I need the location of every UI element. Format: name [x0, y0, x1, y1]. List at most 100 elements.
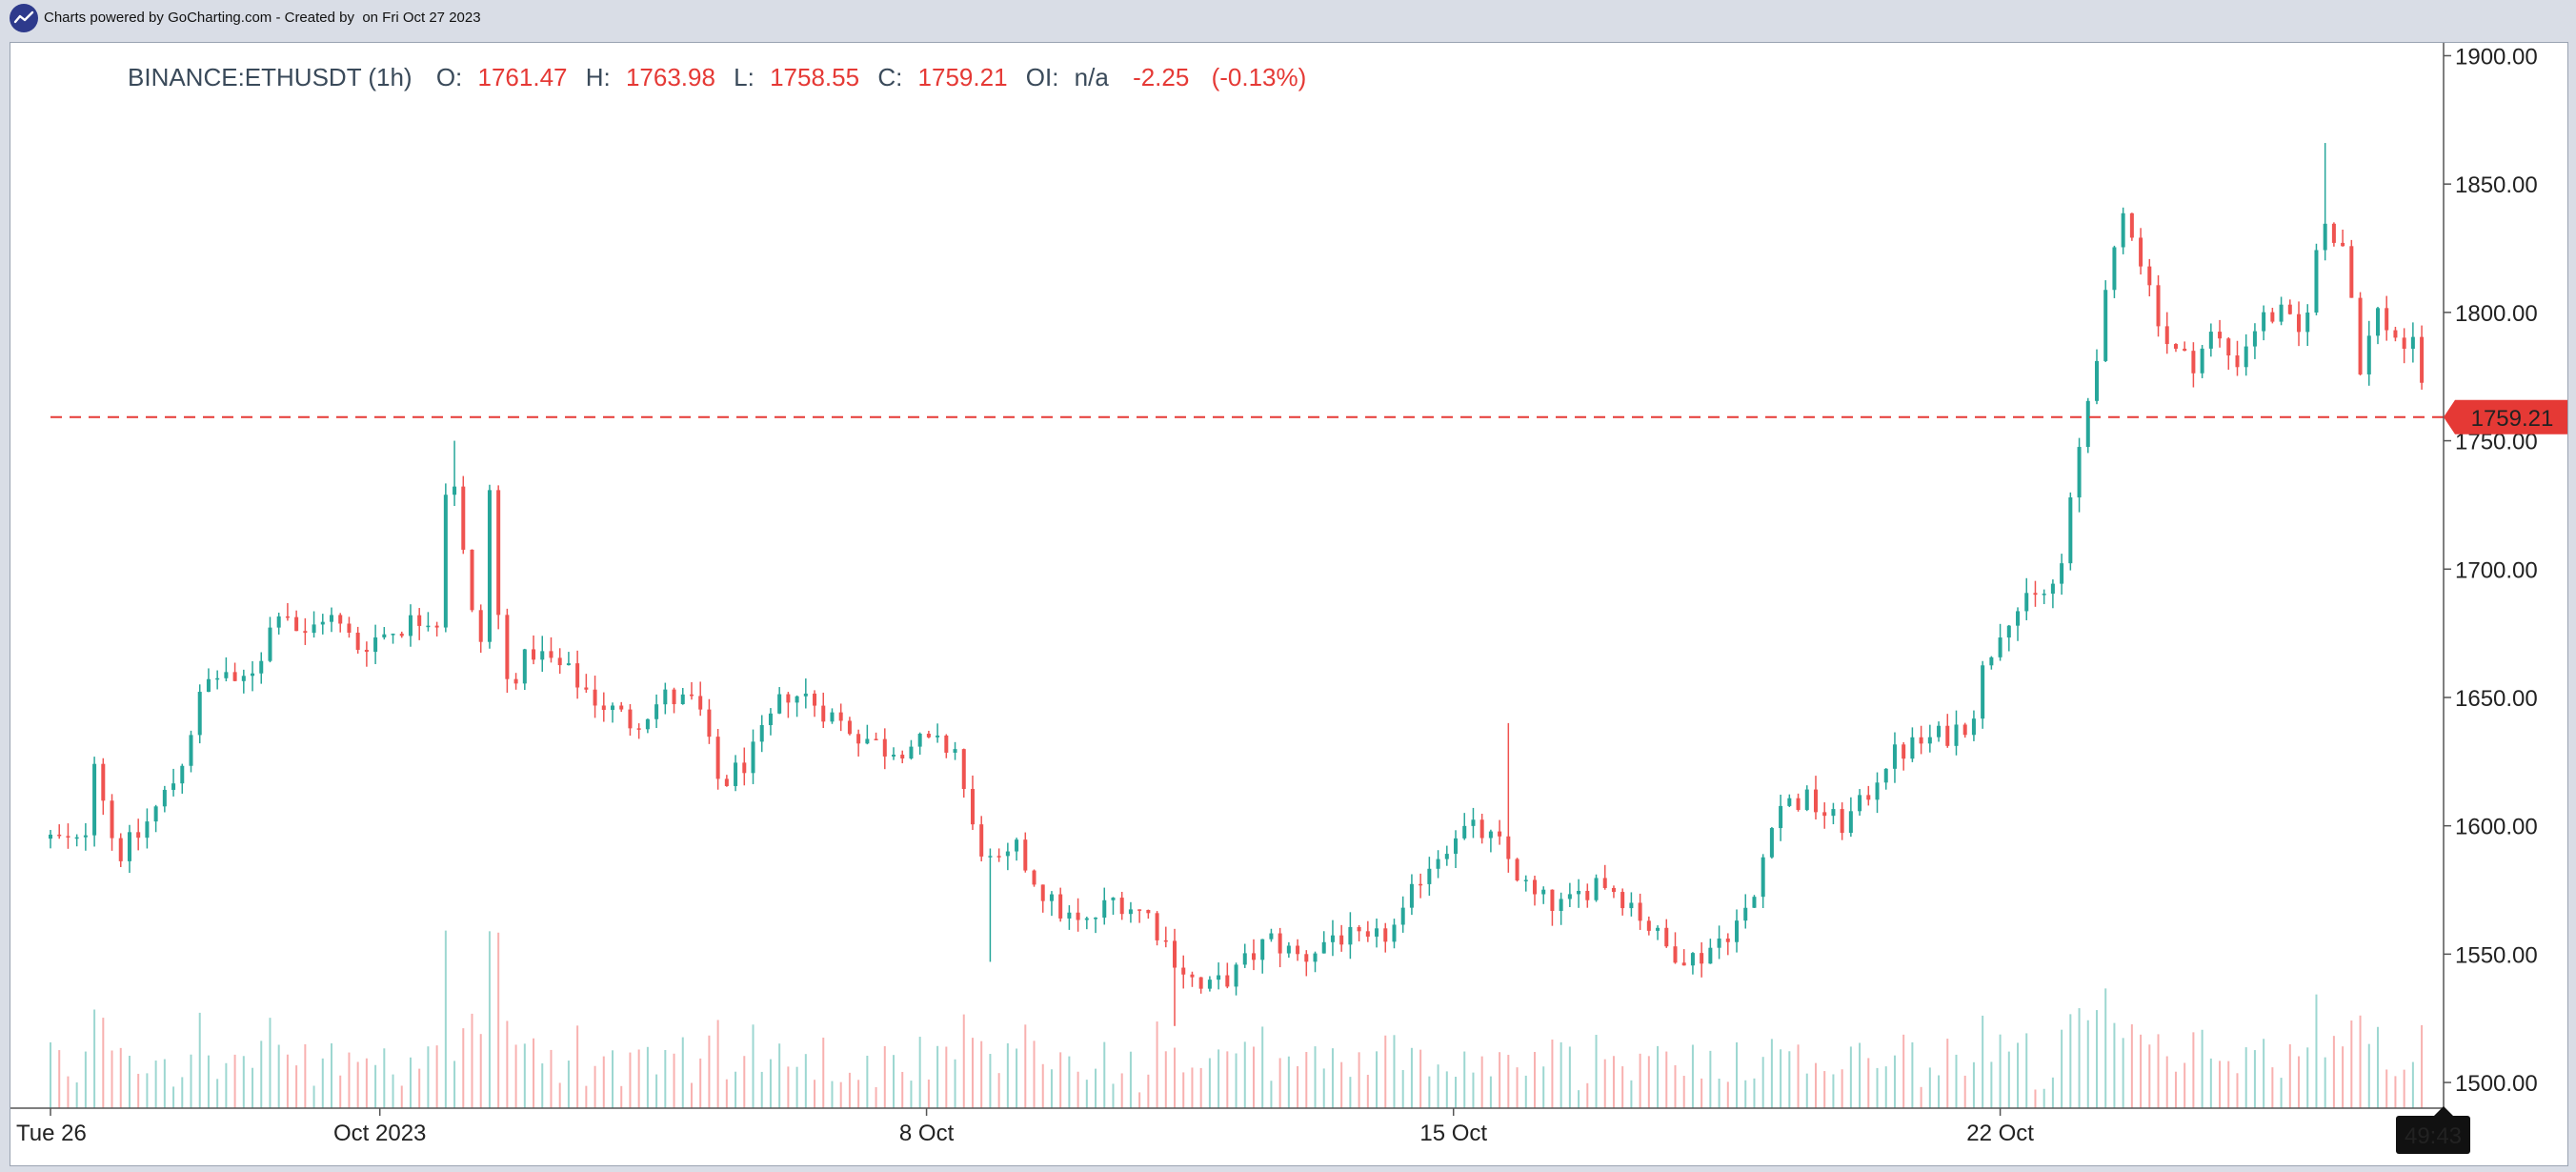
- volume-bar: [2403, 1069, 2405, 1108]
- volume-bar: [1455, 1077, 1458, 1108]
- candle-body: [92, 763, 97, 836]
- candle-body: [1620, 892, 1625, 909]
- candle-body: [470, 549, 474, 611]
- volume-bar: [1674, 1064, 1677, 1108]
- volume-bar: [1955, 1054, 1958, 1108]
- volume-bar: [1138, 1092, 1141, 1108]
- volume-bar: [1085, 1080, 1088, 1108]
- volume-bar: [225, 1062, 228, 1108]
- volume-bar: [1252, 1046, 1255, 1108]
- countdown-arrow: [2434, 1106, 2453, 1116]
- candle-body: [557, 657, 562, 666]
- candle-body: [786, 694, 791, 703]
- candle-body: [1752, 897, 1757, 908]
- volume-bar: [1226, 1051, 1229, 1108]
- candle-body: [294, 616, 299, 632]
- volume-bar: [1516, 1067, 1519, 1108]
- candle-body: [2033, 593, 2038, 596]
- price-axis[interactable]: 1500.001550.001600.001650.001700.001750.…: [2444, 44, 2538, 1097]
- volume-bar: [2385, 1069, 2388, 1108]
- candle-body: [2094, 360, 2099, 401]
- candle-body: [663, 689, 668, 705]
- candle-body: [1181, 967, 1186, 975]
- volume-bar: [585, 1085, 588, 1108]
- candle-body: [2218, 332, 2223, 339]
- candle-body: [2420, 336, 2425, 383]
- candle-body: [1629, 902, 1634, 909]
- volume-bar: [735, 1071, 737, 1108]
- volume-bar: [2122, 1038, 2124, 1108]
- candle-body: [1400, 907, 1405, 925]
- volume-bar: [2411, 1061, 2414, 1108]
- candle-body: [2385, 308, 2389, 331]
- volume-bar: [637, 1049, 640, 1108]
- volume-bar: [339, 1075, 342, 1108]
- volume-bar: [506, 1020, 509, 1108]
- candle-body: [1506, 836, 1511, 859]
- candle-body: [487, 490, 492, 642]
- candle-body: [101, 763, 106, 801]
- volume-bar: [1630, 1080, 1633, 1108]
- candle-body: [1242, 953, 1247, 965]
- volume-bar: [58, 1050, 61, 1108]
- volume-bar: [1972, 1061, 1975, 1108]
- volume-bar: [1384, 1035, 1387, 1108]
- candle-body: [1646, 920, 1651, 931]
- candle-body: [2410, 336, 2415, 349]
- volume-bar: [1366, 1074, 1369, 1108]
- volume-bar: [1893, 1055, 1896, 1108]
- volume-bar: [936, 1045, 939, 1108]
- price-tick-label: 1850.00: [2455, 172, 2538, 198]
- candle-body: [118, 838, 123, 861]
- candle-body: [1225, 975, 1230, 987]
- candle-body: [2147, 266, 2152, 286]
- volume-bar: [2148, 1044, 2151, 1108]
- candle-body: [1119, 898, 1124, 915]
- volume-bar: [831, 1081, 834, 1108]
- volume-bar: [1621, 1066, 1624, 1108]
- volume-bar: [1884, 1066, 1887, 1108]
- volume-bar: [1199, 1067, 1202, 1108]
- volume-bar: [2051, 1077, 2054, 1108]
- candle-body: [1471, 819, 1476, 826]
- candle-body: [593, 689, 597, 706]
- candle-body: [1419, 883, 1423, 886]
- volume-bar: [1568, 1046, 1571, 1108]
- volume-bar: [576, 1025, 579, 1108]
- volume-bar: [1920, 1086, 1922, 1108]
- candle-body: [320, 621, 325, 625]
- candle-body: [338, 615, 343, 624]
- candle-body: [1638, 902, 1642, 921]
- volume-bar: [312, 1085, 315, 1108]
- candle-body: [865, 738, 870, 744]
- candle-body: [2262, 312, 2266, 332]
- candle-body: [1875, 782, 1880, 800]
- candle-body: [1831, 809, 1836, 817]
- candle-body: [1822, 812, 1827, 817]
- chart-panel[interactable]: 1500.00 1550.00 1600.00 1650.00 1700.00 1750.…: [10, 42, 2568, 1166]
- candle-body: [1541, 889, 1546, 895]
- ohlc-header: BINANCE:ETHUSDT (1h) O: 1761.47 H: 1763.…: [128, 63, 1306, 91]
- volume-bar: [1480, 1056, 1483, 1108]
- countdown-label: 49:43: [2396, 1106, 2470, 1154]
- candle-body: [892, 755, 896, 757]
- time-axis[interactable]: Tue 26 Oct 2023 8 Oct 15 Oct 22 Oct: [16, 1108, 2034, 1146]
- volume-bar: [1129, 1051, 1132, 1108]
- volume-bar: [181, 1077, 184, 1108]
- candle-body: [2402, 337, 2406, 349]
- candle-body: [1708, 947, 1713, 964]
- candle-body: [1296, 945, 1300, 955]
- candle-body: [1498, 831, 1502, 837]
- volume-bar: [1095, 1068, 1097, 1108]
- candle-body: [909, 746, 914, 758]
- volume-bar: [2280, 1078, 2283, 1108]
- candle-body: [1409, 883, 1414, 908]
- last-price-tag: [2444, 399, 2567, 434]
- low-label: L:: [734, 63, 755, 91]
- candle-body: [645, 718, 650, 730]
- candlestick-chart[interactable]: 1500.001550.001600.001650.001700.001750.…: [10, 43, 2569, 1167]
- candle-body: [2349, 246, 2354, 298]
- volume-bar: [2007, 1051, 2010, 1108]
- volume-bar: [594, 1065, 596, 1108]
- candle-body: [1067, 912, 1072, 919]
